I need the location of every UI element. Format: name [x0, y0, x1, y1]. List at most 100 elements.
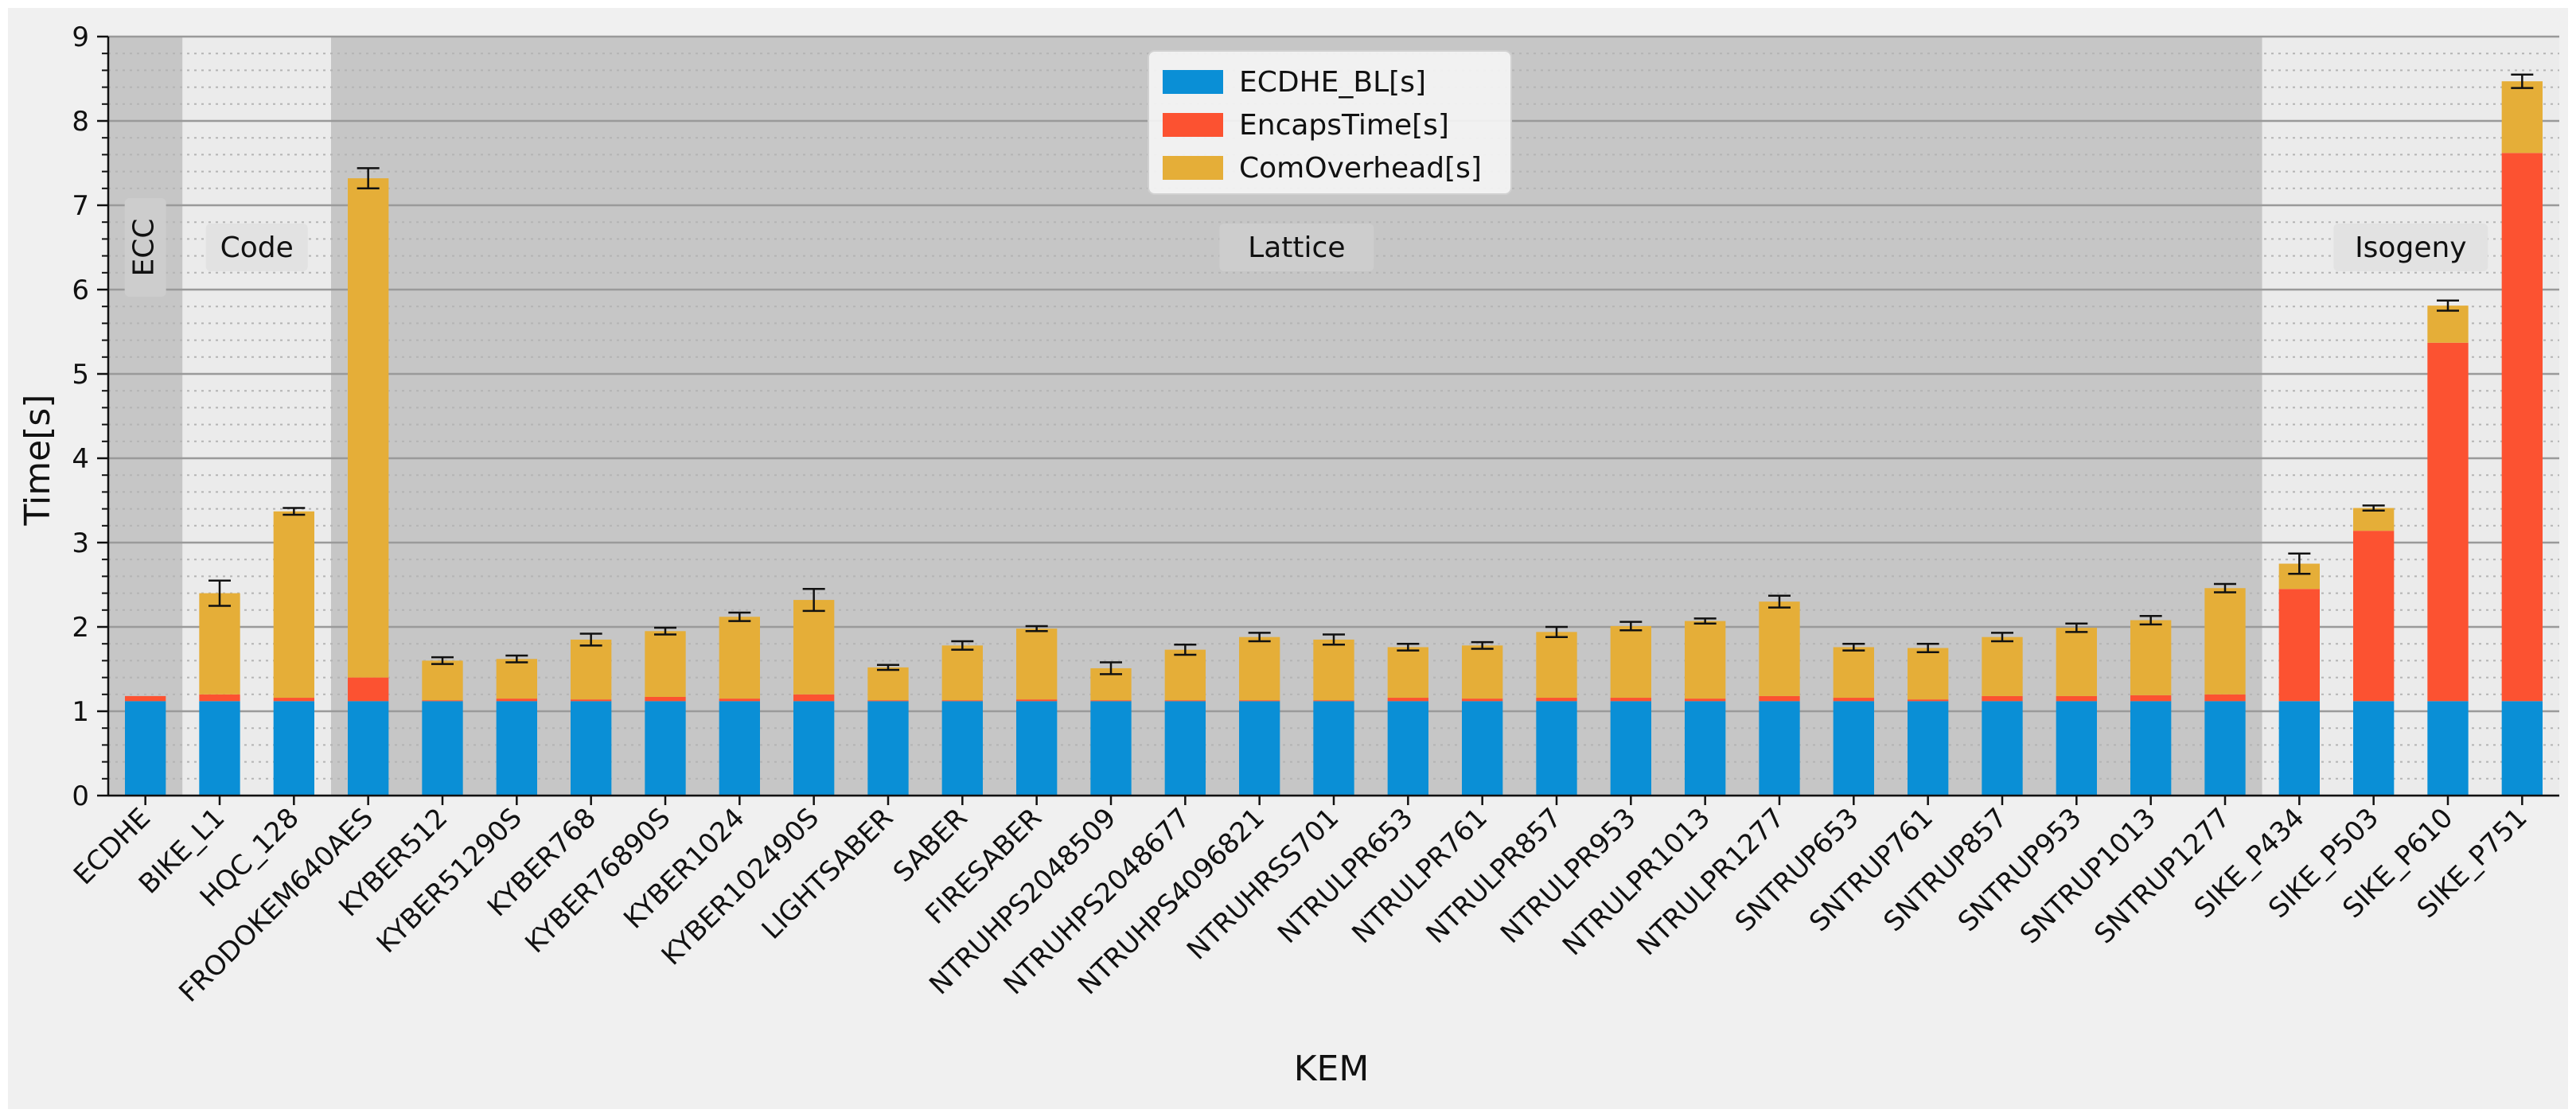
error-bar-sike-p503 — [2362, 504, 2385, 512]
bar-comoverhead-firesaber — [1016, 629, 1058, 700]
error-bar-ntruhps4096821 — [1248, 632, 1271, 643]
bar-ecdhe-bl-ntruhps2048509 — [1090, 701, 1132, 796]
bar-encapstime-sntrup857 — [1982, 695, 2023, 702]
error-bar-kyber51290s — [505, 654, 528, 664]
bars — [125, 81, 2543, 796]
error-bar-ntrulpr653 — [1397, 642, 1420, 652]
bar-comoverhead-sntrup653 — [1833, 647, 1874, 699]
region-label-isogeny: Isogeny — [2333, 224, 2488, 271]
bar-ecdhe-bl-ntruhrss701 — [1313, 701, 1354, 796]
region-label-ecc: ECC — [124, 198, 166, 297]
bar-ecdhe-bl-ntrulpr761 — [1462, 701, 1503, 796]
bar-comoverhead-ntruhps2048677 — [1164, 649, 1206, 701]
region-label-box — [124, 198, 166, 297]
bar-comoverhead-sntrup761 — [1908, 648, 1949, 700]
bar-encapstime-sntrup1277 — [2204, 694, 2246, 702]
y-tick-label-1: 1 — [72, 696, 89, 728]
bar-encapstime-sntrup653 — [1833, 698, 1874, 702]
legend-swatch — [1163, 70, 1223, 94]
error-bar-lightsaber — [877, 664, 899, 671]
bar-ecdhe-bl-sntrup1277 — [2204, 701, 2246, 796]
x-axis-title: KEM — [1294, 1049, 1370, 1089]
bar-comoverhead-kyber512 — [422, 660, 463, 701]
bar-ecdhe-bl-kyber768 — [571, 701, 612, 796]
bar-ecdhe-bl-frodokem640aes — [348, 701, 389, 796]
legend-label: ECDHE_BL[s] — [1239, 66, 1426, 99]
region-label-box — [1219, 224, 1374, 271]
bar-encapstime-kyber76890s — [645, 696, 686, 702]
bar-comoverhead-saber — [941, 645, 983, 701]
bar-ecdhe-bl-kyber512 — [422, 701, 463, 796]
region-label-text: Code — [220, 232, 294, 264]
bar-encapstime-sntrup1013 — [2130, 695, 2172, 702]
error-bar-sntrup761 — [1916, 642, 1939, 654]
bar-encapstime-kyber51290s — [496, 699, 537, 702]
bar-encapstime-kyber512 — [422, 700, 463, 702]
bar-comoverhead-sntrup953 — [2056, 628, 2097, 696]
bar-ecdhe-bl-kyber1024 — [719, 701, 760, 796]
bar-ecdhe-bl-sike-p610 — [2427, 701, 2469, 796]
bar-encapstime-sike-p503 — [2353, 531, 2395, 702]
error-bar-sike-p610 — [2437, 299, 2459, 312]
bar-encapstime-sike-p434 — [2278, 589, 2320, 702]
error-bar-saber — [951, 640, 974, 651]
bar-ecdhe-bl-ntruhps2048677 — [1164, 701, 1206, 796]
bar-encapstime-kyber1024 — [719, 699, 760, 702]
bar-encapstime-ntrulpr857 — [1536, 698, 1577, 702]
bar-comoverhead-sike-p751 — [2501, 81, 2543, 154]
error-bar-sike-p434 — [2288, 552, 2311, 575]
legend: ECDHE_BL[s] EncapsTime[s] ComOverhead[s] — [1148, 50, 1512, 195]
error-bar-firesaber — [1025, 625, 1048, 632]
bar-encapstime-firesaber — [1016, 699, 1058, 702]
bar-comoverhead-ntrulpr1013 — [1685, 621, 1726, 699]
legend-box — [1148, 50, 1512, 195]
legend-entry-ecdhe-bl: ECDHE_BL[s] — [1163, 66, 1426, 99]
region-label-box — [205, 224, 308, 271]
error-bar-kyber76890s — [654, 626, 676, 636]
bar-comoverhead-ntrulpr857 — [1536, 632, 1577, 699]
error-bar-sntrup953 — [2065, 622, 2088, 633]
bar-encapstime-ntrulpr761 — [1462, 699, 1503, 702]
bar-comoverhead-ntrulpr953 — [1610, 625, 1651, 699]
error-bar-hqc-128 — [283, 507, 306, 516]
bar-encapstime-kyber768 — [571, 699, 612, 702]
region-label-text: Isogeny — [2355, 232, 2467, 264]
y-tick-label-5: 5 — [72, 359, 89, 391]
bar-ecdhe-bl-ntruhps4096821 — [1239, 701, 1280, 796]
bar-comoverhead-ntrulpr1277 — [1759, 601, 1800, 696]
bar-ecdhe-bl-hqc-128 — [273, 701, 314, 796]
error-bar-sike-p751 — [2511, 73, 2534, 89]
bar-encapstime-ntrulpr1277 — [1759, 695, 1800, 702]
legend-swatch — [1163, 113, 1223, 137]
bar-ecdhe-bl-sike-p503 — [2353, 701, 2395, 796]
bar-ecdhe-bl-sntrup653 — [1833, 701, 1874, 796]
bar-comoverhead-sntrup1013 — [2130, 620, 2172, 695]
region-label-lattice: Lattice — [1219, 224, 1374, 271]
bar-encapstime-sike-p610 — [2427, 342, 2469, 702]
bar-comoverhead-frodokem640aes — [348, 178, 389, 678]
y-tick-label-9: 9 — [72, 21, 89, 53]
bar-ecdhe-bl-ntrulpr1013 — [1685, 701, 1726, 796]
error-bars — [208, 73, 2534, 675]
error-bar-sntrup653 — [1842, 642, 1865, 652]
bar-encapstime-frodokem640aes — [348, 677, 389, 702]
bar-encapstime-sntrup761 — [1908, 699, 1949, 702]
error-bar-frodokem640aes — [357, 167, 380, 190]
error-bar-ntruhps2048509 — [1100, 661, 1122, 675]
bar-encapstime-ntrulpr953 — [1610, 698, 1651, 702]
y-tick-label-4: 4 — [72, 443, 89, 475]
y-tick-label-0: 0 — [72, 780, 89, 812]
bar-ecdhe-bl-ntrulpr857 — [1536, 701, 1577, 796]
bar-comoverhead-kyber51290s — [496, 659, 537, 699]
bar-encapstime-ecdhe — [125, 695, 166, 702]
bar-comoverhead-sike-p503 — [2353, 508, 2395, 531]
error-bar-ntrulpr761 — [1471, 640, 1494, 650]
region-label-box — [2333, 224, 2488, 271]
region-label-text: ECC — [128, 218, 161, 276]
bar-comoverhead-ntrulpr653 — [1387, 647, 1428, 699]
region-labels: ECC Code Lattice Isogeny — [124, 198, 2488, 297]
bar-encapstime-sntrup953 — [2056, 695, 2097, 702]
bar-ecdhe-bl-ntrulpr1277 — [1759, 701, 1800, 796]
bar-comoverhead-sike-p610 — [2427, 306, 2469, 343]
